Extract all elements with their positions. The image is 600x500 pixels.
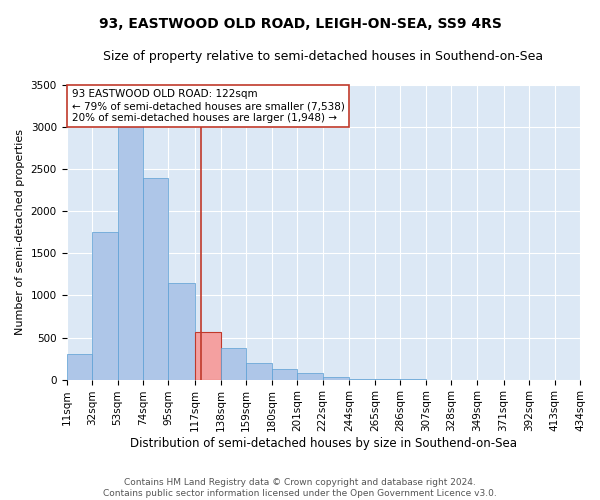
Bar — [272, 368, 297, 380]
Text: 93 EASTWOOD OLD ROAD: 122sqm
← 79% of semi-detached houses are smaller (7,538)
2: 93 EASTWOOD OLD ROAD: 122sqm ← 79% of se… — [71, 90, 344, 122]
Bar — [169, 283, 195, 380]
Bar — [143, 178, 169, 380]
Title: Size of property relative to semi-detached houses in Southend-on-Sea: Size of property relative to semi-detach… — [103, 50, 544, 63]
Bar — [246, 363, 272, 380]
Bar — [67, 354, 92, 380]
Bar — [221, 348, 246, 380]
X-axis label: Distribution of semi-detached houses by size in Southend-on-Sea: Distribution of semi-detached houses by … — [130, 437, 517, 450]
Bar — [297, 373, 323, 380]
Bar — [195, 332, 221, 380]
Bar — [118, 123, 143, 380]
Y-axis label: Number of semi-detached properties: Number of semi-detached properties — [15, 130, 25, 336]
Text: Contains HM Land Registry data © Crown copyright and database right 2024.
Contai: Contains HM Land Registry data © Crown c… — [103, 478, 497, 498]
Bar — [323, 377, 349, 380]
Bar — [92, 232, 118, 380]
Text: 93, EASTWOOD OLD ROAD, LEIGH-ON-SEA, SS9 4RS: 93, EASTWOOD OLD ROAD, LEIGH-ON-SEA, SS9… — [98, 18, 502, 32]
